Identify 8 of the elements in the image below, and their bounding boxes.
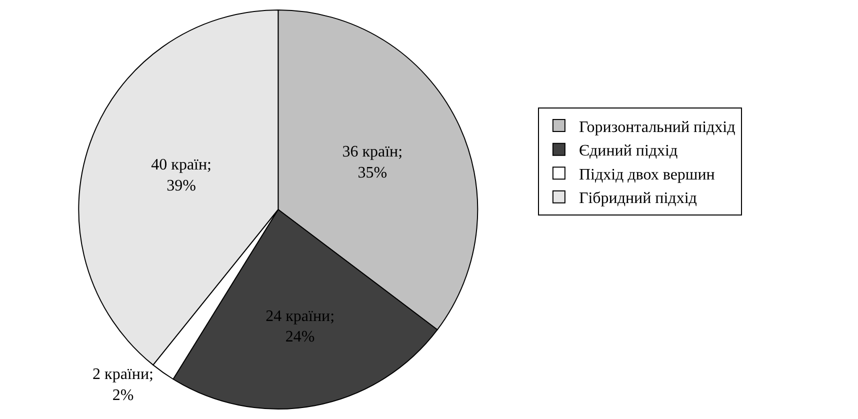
legend-label: Горизонтальний підхід	[578, 118, 736, 136]
data-label: 2 країни; 2%	[92, 366, 154, 404]
legend-label: Гібридний підхід	[578, 190, 697, 208]
legend-label: Єдиний підхід	[578, 142, 678, 160]
data-label: 40 країн; 39%	[151, 156, 212, 194]
data-label: 24 країни; 24%	[266, 308, 335, 346]
legend-label: Підхід двох вершин	[578, 166, 716, 184]
data-label: 36 країн; 35%	[342, 144, 403, 182]
